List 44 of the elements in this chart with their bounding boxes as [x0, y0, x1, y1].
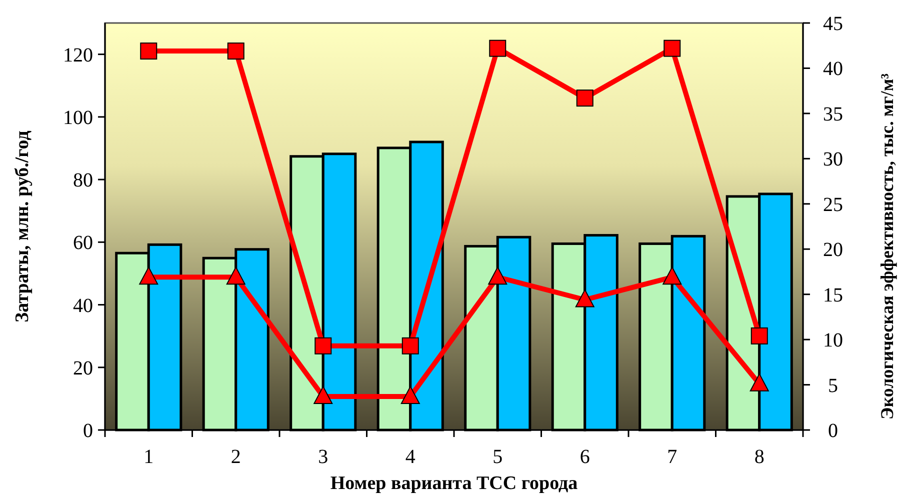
point	[750, 373, 769, 392]
x-tick-label: 4	[405, 446, 416, 468]
y2-tick-label: 0	[828, 420, 838, 442]
point	[489, 40, 506, 57]
point	[226, 266, 246, 285]
x-tick-label: 1	[144, 446, 154, 468]
y2-tick-label: 25	[823, 194, 843, 216]
point	[314, 386, 333, 404]
y2-tick-label: 5	[828, 374, 838, 397]
point	[750, 327, 768, 344]
point	[140, 42, 158, 60]
y-tick-label: 120	[63, 44, 93, 66]
y2-tick-label: 30	[823, 148, 843, 171]
point	[575, 289, 594, 308]
point	[662, 266, 682, 285]
y-tick-label: 100	[63, 106, 93, 129]
x-axis-title: Номер варианта ТСС города	[330, 473, 578, 494]
x-tick-label: 3	[318, 446, 328, 468]
y-tick-label: 20	[73, 357, 93, 380]
point	[400, 386, 420, 404]
y2-tick-label: 40	[823, 58, 843, 80]
y2-tick-label: 35	[823, 103, 843, 126]
y2-tick-label: 10	[823, 330, 843, 352]
y2-tick-label: 20	[823, 239, 843, 262]
y-tick-label: 60	[73, 232, 93, 254]
x-tick-label: 5	[492, 446, 503, 468]
point	[402, 337, 419, 354]
point	[576, 90, 594, 107]
y-tick-label: 80	[73, 170, 93, 192]
point	[488, 266, 508, 285]
y2-tick-label: 15	[823, 284, 843, 306]
point	[314, 337, 332, 354]
y2-axis-title: Экологическая эффективность, тыс. мг/м³	[877, 72, 897, 420]
point	[664, 40, 681, 57]
point	[139, 266, 158, 285]
y-tick-label: 0	[83, 420, 93, 442]
x-tick-label: 7	[667, 446, 678, 468]
point	[227, 42, 244, 60]
x-tick-label: 8	[754, 446, 764, 468]
y2-tick-label: 45	[823, 13, 843, 35]
x-tick-label: 2	[230, 446, 241, 468]
y-axis-title: Затраты, млн. руб./год	[12, 130, 33, 322]
y-tick-label: 40	[73, 294, 93, 317]
x-tick-label: 6	[580, 446, 590, 468]
